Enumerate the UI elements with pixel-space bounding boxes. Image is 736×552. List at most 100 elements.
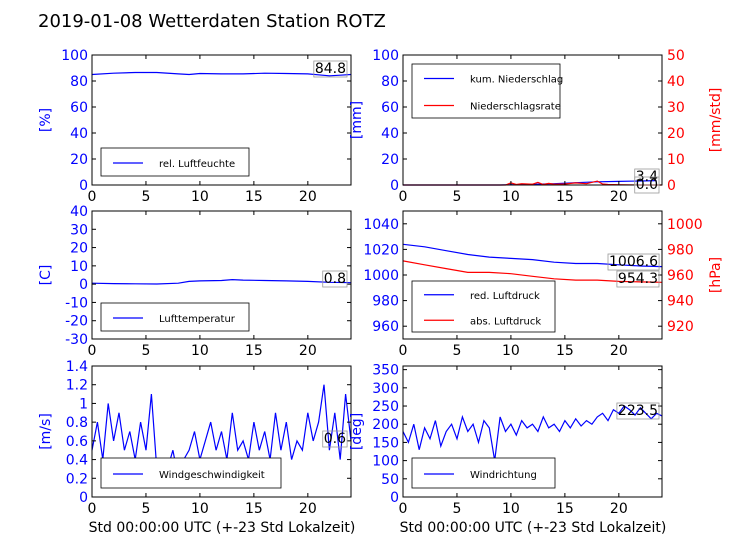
y2-tick-label: 20 [667,126,685,142]
y-tick-label: 0 [390,178,399,194]
x-tick-label: 5 [141,343,150,359]
y-tick-label: 0 [79,490,88,506]
y-tick-label: 100 [372,454,399,470]
x-tick-label: 15 [556,189,574,205]
panel-wind-direction: 0 5 10 15 20050100150200250300350[deg]Windri… [349,363,663,517]
x-tick-label: 15 [245,189,263,205]
value-annotation: 84.8 [315,61,346,77]
y-tick-label: 1 [79,396,88,412]
y-axis-label: [C] [38,265,54,286]
y-tick-label: 300 [372,381,399,397]
y-tick-label: 40 [381,126,399,142]
panel-temperature: 0 5 10 15 20 -30 -20 -10 0 10 20 30 40 [C] Lufttempera… [38,204,352,359]
series-line-pressure-0 [402,243,663,268]
value-annotation: 223.5 [618,403,658,419]
x-tick-label: 10 [502,501,520,517]
y-tick-label: 100 [372,48,399,64]
y-tick-label: -30 [65,332,88,348]
legend-label: Windrichtung [470,470,537,481]
x-tick-label: 0 [88,189,97,205]
y2-axis-label: [mm/std] [708,88,724,153]
panel-pressure: 0 5 10 15 20 960 980 1000 1020 1040 920 940 960 980 10… [363,210,724,359]
legend-box [100,147,250,177]
legend-label: Windgeschwindigkeit [159,470,265,481]
y-tick-label: 1.2 [66,378,88,394]
y-tick-label: 0 [79,277,88,293]
x-tick-label: 15 [245,343,263,359]
x-tick-label: 5 [452,189,461,205]
x-tick-label: 10 [502,343,520,359]
y2-tick-label: 1000 [667,217,703,233]
y-tick-label: 80 [70,74,88,90]
y-tick-label: 1040 [363,217,399,233]
y-tick-label: 200 [372,417,399,433]
panel-wind-speed: 0 5 10 15 2000.20.40.60.811.21.4[m/s]Windges… [38,359,352,517]
y-tick-label: 40 [70,204,88,220]
x-tick-label: 15 [245,501,263,517]
plot-frame [402,365,663,498]
value-annotation-box [322,270,348,288]
legend-label: Niederschlagsrate [470,102,561,113]
x-tick-label: 5 [141,501,150,517]
plot-frame [91,210,352,340]
y-tick-label: 0.2 [66,471,88,487]
y-tick-label: 80 [381,74,399,90]
x-tick-label: 20 [610,501,628,517]
x-tick-label: 0 [88,343,97,359]
x-axis-label-right: Std 00:00:00 UTC (+-23 Std Lokalzeit) [400,520,667,536]
legend-box [411,280,556,333]
y-axis-label: [%] [38,108,54,132]
x-tick-label: 10 [502,189,520,205]
value-annotation: 954.3 [618,271,658,287]
value-annotation-box [634,176,660,194]
value-annotation: 1006.6 [609,254,658,270]
y-tick-label: 1020 [363,242,399,258]
legend-box [411,63,561,119]
y-tick-label: 150 [372,435,399,451]
series-line-wind-direction-0 [402,405,663,461]
value-annotation: 0.6 [324,431,346,447]
x-tick-label: 20 [610,189,628,205]
y-tick-label: 100 [61,48,88,64]
x-axis-label-left: Std 00:00:00 UTC (+-23 Std Lokalzeit) [89,520,356,536]
y-tick-label: 960 [372,319,399,335]
x-tick-label: 15 [556,343,574,359]
y-tick-label: -10 [65,295,88,311]
y-tick-label: 350 [372,363,399,379]
y2-tick-label: 940 [667,294,694,310]
y-tick-label: 20 [70,241,88,257]
legend-box [411,457,556,489]
x-tick-label: 15 [556,501,574,517]
value-annotation-box [313,60,348,78]
legend-label: rel. Luftfeuchte [159,159,235,170]
panel-humidity: 0 5 10 15 20 0 20 40 60 80 100 [%] rel. Luftfeuchte 8… [38,48,352,205]
x-tick-label: 0 [399,189,408,205]
y2-tick-label: 0 [667,178,676,194]
panel-precipitation: 0 5 10 15 20 0 20 40 60 80 100 0 10 20 30 40 50 [mm] [mm/s… [349,48,724,205]
legend-box [100,457,282,489]
y-tick-label: 50 [381,472,399,488]
y-tick-label: -20 [65,314,88,330]
y2-axis-label: [hPa] [708,257,724,293]
series-line-humidity-0 [91,71,352,77]
y-tick-label: 0 [390,490,399,506]
y-axis-label: [mm] [349,101,365,139]
x-tick-label: 20 [299,189,317,205]
legend-label: abs. Luftdruck [470,316,541,327]
y-axis-label: [deg] [349,413,365,450]
x-tick-label: 5 [452,343,461,359]
x-tick-label: 10 [191,501,209,517]
y-axis-label: [m/s] [38,413,54,450]
value-annotation-box [607,253,660,271]
y2-tick-label: 50 [667,48,685,64]
y-tick-label: 40 [70,126,88,142]
y-tick-label: 0.4 [66,453,88,469]
series-line-pressure-1 [402,260,663,283]
x-tick-label: 5 [141,189,150,205]
plot-frame [91,54,352,186]
x-tick-label: 5 [452,501,461,517]
y2-tick-label: 10 [667,152,685,168]
legend-label: kum. Niederschlag [470,75,563,86]
